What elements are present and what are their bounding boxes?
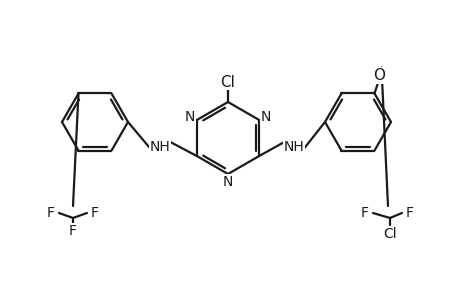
Text: F: F: [69, 224, 77, 238]
Text: F: F: [405, 206, 413, 220]
Text: NH: NH: [150, 140, 170, 154]
Text: Cl: Cl: [220, 74, 235, 89]
Text: Cl: Cl: [382, 227, 396, 241]
Text: F: F: [47, 206, 55, 220]
Text: O: O: [373, 68, 385, 83]
Text: NH: NH: [283, 140, 304, 154]
Text: F: F: [360, 206, 368, 220]
Text: F: F: [91, 206, 99, 220]
Text: N: N: [260, 110, 271, 124]
Text: N: N: [184, 110, 195, 124]
Text: N: N: [222, 175, 233, 189]
